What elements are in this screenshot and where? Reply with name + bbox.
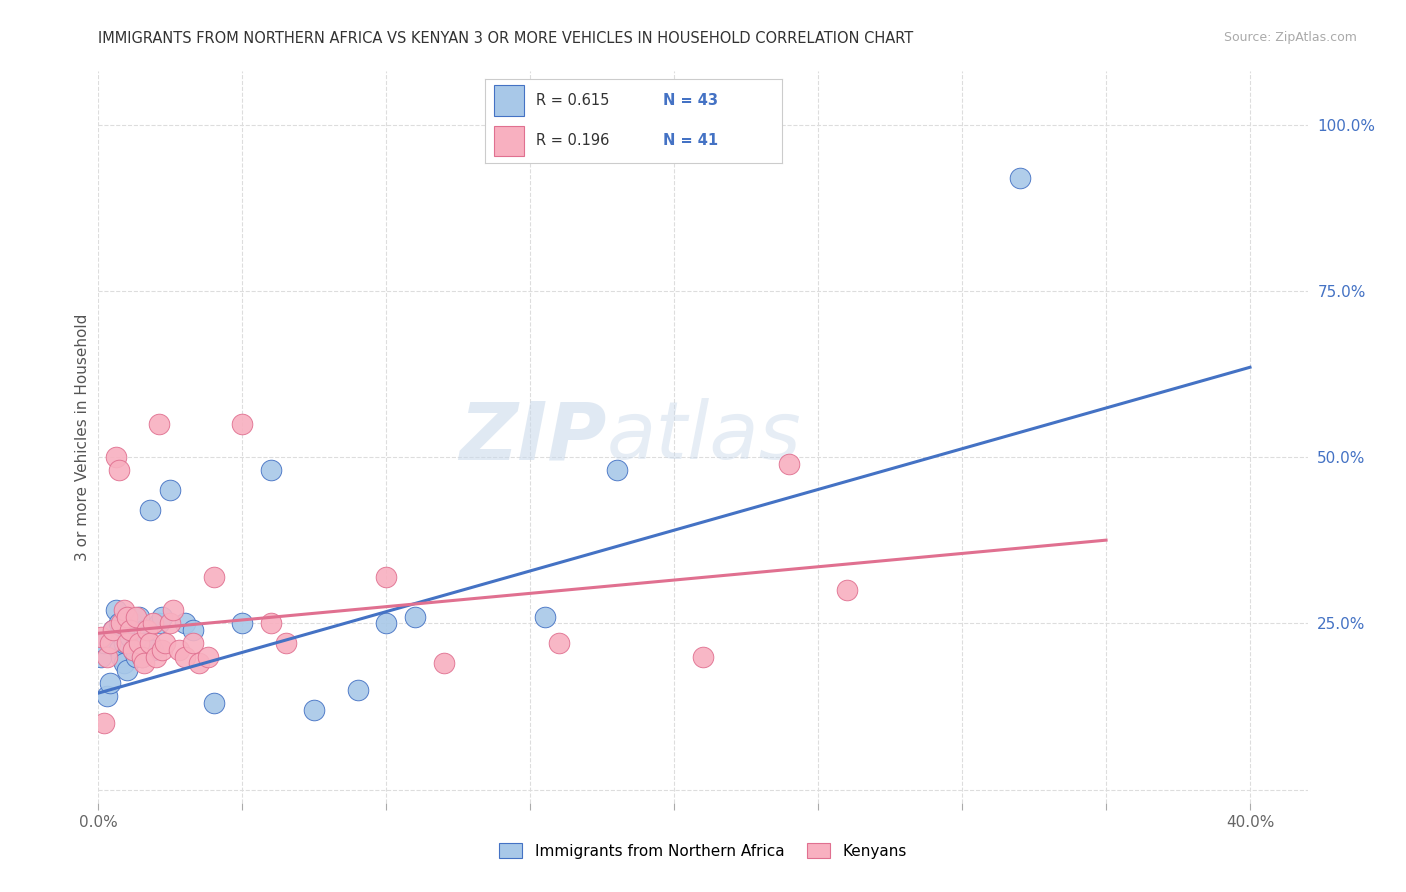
Point — [98, 636, 121, 650]
Point — [142, 616, 165, 631]
Point — [148, 417, 170, 431]
Point — [107, 463, 129, 477]
Point — [93, 716, 115, 731]
Point — [159, 483, 181, 498]
Point — [304, 703, 326, 717]
Point — [125, 636, 148, 650]
Text: ZIP: ZIP — [458, 398, 606, 476]
Point — [131, 649, 153, 664]
Legend: Immigrants from Northern Africa, Kenyans: Immigrants from Northern Africa, Kenyans — [494, 837, 912, 864]
Point — [93, 636, 115, 650]
Point — [104, 603, 127, 617]
Point — [167, 643, 190, 657]
Point — [159, 616, 181, 631]
Point — [1008, 170, 1031, 185]
Point — [139, 503, 162, 517]
Point — [346, 682, 368, 697]
Point — [183, 636, 205, 650]
Point — [122, 643, 145, 657]
Point — [101, 623, 124, 637]
Point — [150, 643, 173, 657]
Point — [533, 609, 555, 624]
Point — [107, 643, 129, 657]
Point — [778, 457, 800, 471]
Point — [115, 609, 138, 624]
Point — [142, 643, 165, 657]
Point — [433, 656, 456, 670]
Point — [162, 603, 184, 617]
Point — [202, 696, 225, 710]
Point — [375, 570, 398, 584]
Point — [231, 417, 253, 431]
Point — [128, 609, 150, 624]
Point — [125, 649, 148, 664]
Point — [112, 603, 135, 617]
Point — [120, 623, 142, 637]
Point — [90, 630, 112, 644]
Point — [835, 582, 858, 597]
Point — [231, 616, 253, 631]
Text: Source: ZipAtlas.com: Source: ZipAtlas.com — [1223, 31, 1357, 45]
Point — [110, 616, 132, 631]
Point — [148, 616, 170, 631]
Text: IMMIGRANTS FROM NORTHERN AFRICA VS KENYAN 3 OR MORE VEHICLES IN HOUSEHOLD CORREL: IMMIGRANTS FROM NORTHERN AFRICA VS KENYA… — [98, 31, 914, 46]
Text: atlas: atlas — [606, 398, 801, 476]
Point — [197, 649, 219, 664]
Point — [110, 649, 132, 664]
Point — [104, 450, 127, 464]
Point — [153, 636, 176, 650]
Point — [120, 623, 142, 637]
Point — [139, 636, 162, 650]
Point — [122, 643, 145, 657]
Point — [692, 649, 714, 664]
Point — [115, 636, 138, 650]
Point — [173, 616, 195, 631]
Point — [188, 656, 211, 670]
Point — [122, 616, 145, 631]
Point — [173, 649, 195, 664]
Point — [183, 623, 205, 637]
Point — [107, 616, 129, 631]
Point — [112, 636, 135, 650]
Point — [128, 636, 150, 650]
Point — [112, 656, 135, 670]
Point — [101, 636, 124, 650]
Point — [120, 630, 142, 644]
Point — [96, 690, 118, 704]
Point — [202, 570, 225, 584]
Point — [134, 623, 156, 637]
Point — [548, 636, 571, 650]
Point — [145, 649, 167, 664]
Point — [110, 623, 132, 637]
Point — [115, 636, 138, 650]
Point — [125, 609, 148, 624]
Point — [375, 616, 398, 631]
Point — [101, 623, 124, 637]
Point — [131, 649, 153, 664]
Point — [274, 636, 297, 650]
Point — [136, 623, 159, 637]
Point — [404, 609, 426, 624]
Point — [98, 676, 121, 690]
Y-axis label: 3 or more Vehicles in Household: 3 or more Vehicles in Household — [75, 313, 90, 561]
Point — [150, 609, 173, 624]
Point — [606, 463, 628, 477]
Point — [90, 649, 112, 664]
Point — [260, 616, 283, 631]
Point — [96, 649, 118, 664]
Point — [134, 656, 156, 670]
Point — [115, 663, 138, 677]
Point — [134, 636, 156, 650]
Point — [136, 643, 159, 657]
Point — [260, 463, 283, 477]
